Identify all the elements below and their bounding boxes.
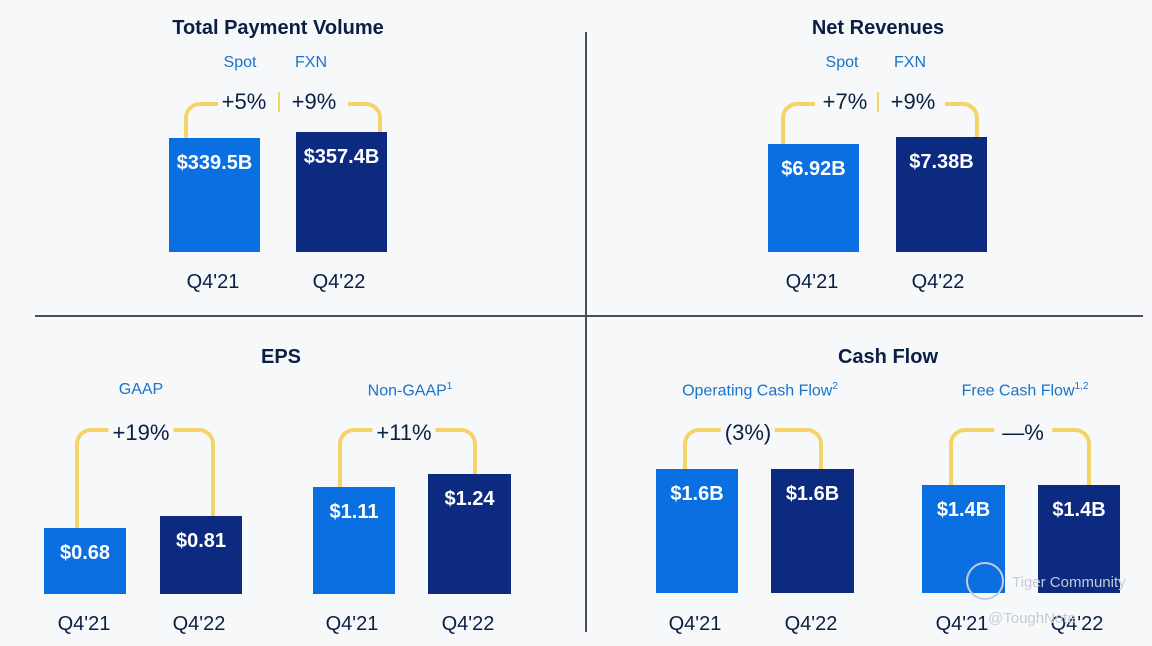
bar-value-label: $0.68 bbox=[59, 542, 111, 565]
watermark-line1: Tiger Community bbox=[1012, 574, 1126, 591]
category-q4-21: Q4'21 bbox=[57, 613, 111, 635]
growth-bracket-right bbox=[945, 102, 979, 146]
growth-separator bbox=[877, 92, 879, 112]
watermark-logo-icon bbox=[966, 562, 1004, 600]
growth-spot: +7% bbox=[822, 89, 868, 114]
panel-title-eps: EPS bbox=[260, 346, 302, 368]
group-label-free-cash-flow: Free Cash Flow1,2 bbox=[961, 381, 1089, 400]
panel-title-tpv: Total Payment Volume bbox=[172, 17, 384, 39]
watermark-line2: @ToughNote bbox=[988, 610, 1076, 627]
panel-title-net-revenues: Net Revenues bbox=[811, 17, 945, 39]
group-label-non-gaap: Non-GAAP1 bbox=[367, 381, 453, 400]
growth-bracket-left bbox=[781, 102, 815, 146]
bar-value-label: $0.81 bbox=[175, 529, 227, 552]
bar-value-label: $1.24 bbox=[444, 488, 495, 510]
footnote-marker: 2 bbox=[832, 381, 838, 392]
bar-q4-21: $339.5B bbox=[169, 138, 260, 252]
bar-operating-q4-22: $1.6B bbox=[771, 469, 854, 593]
category-q4-21: Q4'21 bbox=[668, 613, 722, 635]
growth-spot: +5% bbox=[221, 89, 267, 114]
footnote-marker: 1,2 bbox=[1074, 381, 1089, 392]
category-q4-22: Q4'22 bbox=[441, 613, 495, 635]
bar-q4-21: $6.92B bbox=[768, 144, 859, 252]
bar-non-gaap-q4-21: $1.11 bbox=[313, 486, 395, 594]
bar-gaap-q4-22: $0.81 bbox=[160, 515, 242, 594]
growth-gaap: +19% bbox=[108, 420, 174, 446]
horizontal-divider bbox=[35, 315, 1143, 317]
legend-spot: Spot bbox=[825, 54, 859, 71]
bar-non-gaap-q4-22: $1.24 bbox=[428, 474, 511, 594]
footnote-marker: 1 bbox=[446, 381, 453, 392]
growth-bracket-left bbox=[184, 102, 218, 146]
category-q4-22: Q4'22 bbox=[911, 271, 965, 293]
legend-spot: Spot bbox=[223, 54, 257, 71]
bar-value-label: $339.5B bbox=[176, 152, 253, 174]
bar-value-label: $1.6B bbox=[670, 483, 724, 505]
category-q4-21: Q4'21 bbox=[935, 613, 989, 635]
legend-fxn: FXN bbox=[894, 54, 926, 71]
growth-separator bbox=[278, 92, 280, 112]
category-q4-22: Q4'22 bbox=[172, 613, 226, 635]
growth-non-gaap: +11% bbox=[372, 420, 436, 446]
group-label-operating-cash-flow: Operating Cash Flow2 bbox=[682, 381, 838, 400]
bar-value-label: $1.11 bbox=[329, 500, 379, 523]
bar-value-label: $357.4B bbox=[303, 146, 380, 168]
bar-value-label: $7.38B bbox=[909, 151, 974, 173]
legend-fxn: FXN bbox=[295, 54, 327, 71]
growth-bracket-right bbox=[348, 102, 382, 146]
bar-value-label: $1.4B bbox=[1052, 498, 1106, 521]
growth-fxn: +9% bbox=[291, 89, 337, 114]
bar-value-label: $1.4B bbox=[936, 498, 991, 521]
category-q4-22: Q4'22 bbox=[1050, 613, 1104, 635]
bar-gaap-q4-21: $0.68 bbox=[44, 528, 126, 594]
category-q4-22: Q4'22 bbox=[784, 613, 838, 635]
growth-operating: (3%) bbox=[720, 420, 776, 446]
growth-fxn: +9% bbox=[890, 89, 936, 114]
category-q4-22: Q4'22 bbox=[312, 271, 366, 293]
category-q4-21: Q4'21 bbox=[325, 613, 379, 635]
bar-q4-22: $7.38B bbox=[896, 137, 987, 252]
category-q4-21: Q4'21 bbox=[186, 271, 240, 293]
bar-value-label: $6.92B bbox=[781, 158, 846, 181]
bar-value-label: $1.6B bbox=[785, 483, 840, 505]
bar-q4-22: $357.4B bbox=[296, 132, 387, 252]
vertical-divider bbox=[585, 32, 587, 632]
bar-free-q4-22: $1.4B bbox=[1038, 484, 1120, 593]
growth-free: —% bbox=[994, 420, 1052, 446]
panel-title-cash-flow: Cash Flow bbox=[837, 346, 939, 368]
bar-operating-q4-21: $1.6B bbox=[656, 469, 738, 593]
category-q4-21: Q4'21 bbox=[785, 271, 839, 293]
group-label-gaap: GAAP bbox=[118, 381, 164, 398]
